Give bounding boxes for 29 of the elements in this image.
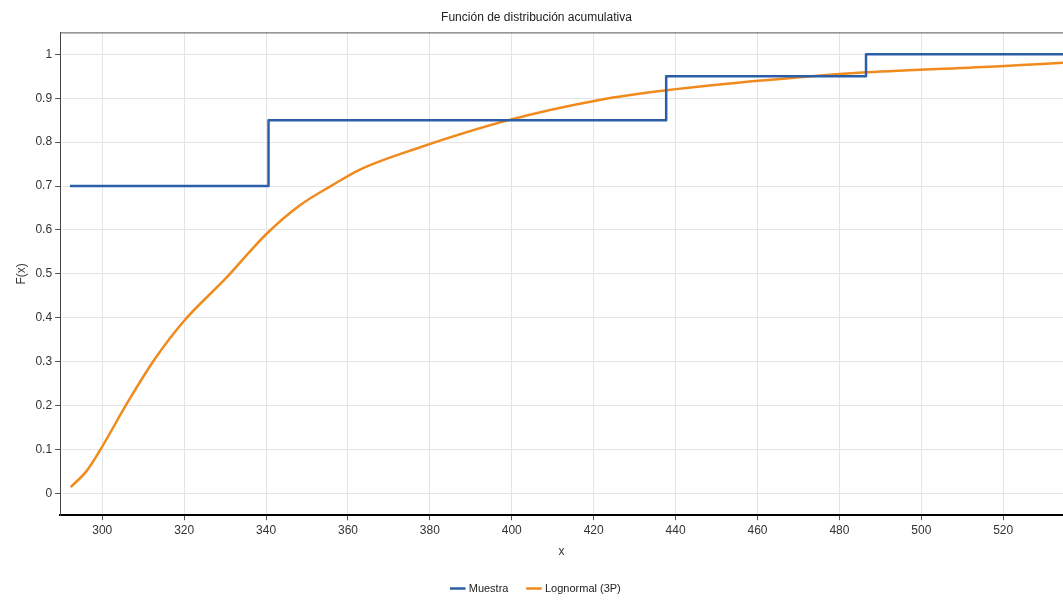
y-tick-label: 0.8 [35,134,53,149]
x-tick-label: 420 [583,522,605,537]
y-tick-label: 0.1 [35,441,53,456]
x-tick-label: 500 [911,522,932,537]
x-tick-label: 320 [174,522,195,537]
x-tick-label: 480 [829,522,850,537]
chart-title: Función de distribución acumulativa [441,9,633,24]
x-tick-label: 380 [419,522,441,537]
y-tick-label: 0.3 [35,353,53,368]
x-tick-label: 520 [993,522,1014,537]
y-tick-label: 1 [45,46,53,61]
y-tick-label: 0 [45,485,53,500]
legend-label: Lognormal (3P) [544,581,621,594]
y-axis-title: F(x) [13,263,28,285]
x-tick-label: 300 [92,522,113,537]
x-tick-label: 360 [337,522,359,537]
x-tick-label: 400 [501,522,523,537]
y-tick-label: 0.7 [35,178,53,193]
x-axis-title: x [558,544,565,559]
x-tick-label: 340 [256,522,277,537]
y-tick-label: 0.9 [35,90,53,105]
x-tick-label: 440 [665,522,686,537]
y-tick-label: 0.2 [35,397,53,412]
legend-label: Muestra [468,581,510,594]
y-tick-label: 0.5 [35,266,53,281]
y-tick-label: 0.6 [35,222,53,237]
y-tick-label: 0.4 [35,310,53,324]
x-tick-label: 460 [747,522,768,537]
line-series [69,61,1063,489]
